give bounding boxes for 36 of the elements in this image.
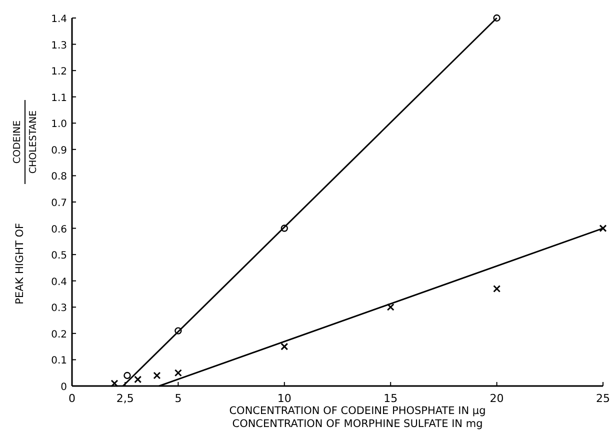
y-tick-label: 1.1 [51,92,67,104]
x-tick-label: 5 [174,392,182,405]
point [280,342,288,350]
point [493,284,501,292]
x-axis-title: CONCENTRATION OF CODEINE PHOSPHATE IN μg CONCENTRATION OF MORPHINE SULFATE IN mg [229,405,486,430]
y-tick-label: 0.3 [51,303,67,314]
point [110,380,118,388]
x-tick-label: 0 [68,392,76,405]
y-tick-label: 0.9 [51,145,67,156]
text: PEAK HIGHT OF CODEINE CHOLESTANE [12,110,39,304]
x-tick-label: 2,5 [116,392,134,405]
y-tick-label: 1.2 [51,66,67,78]
point [386,303,394,311]
x-tick-label: 20 [490,392,504,405]
y-tick-label: 0.2 [51,329,67,340]
point [153,372,161,380]
y-tick-label: 1.0 [51,119,67,130]
y-tick-label: 0 [60,382,67,393]
point [280,224,288,232]
y-tick-label: 0.7 [51,198,67,209]
point [174,327,182,334]
y-tick-label: 0.6 [51,224,67,236]
y-tick-label: 1.4 [51,14,67,25]
y-tick-label: 0.5 [51,250,67,262]
x-tick-label: 15 [384,392,398,405]
point [174,369,182,377]
point [493,14,500,22]
x-tick-label: 10 [277,392,292,405]
point [599,224,607,232]
point [124,372,131,380]
y-tick-label: 0.8 [51,172,67,183]
x-tick-label: 25 [596,392,610,405]
y-tick-label: 1.3 [51,40,67,52]
point [134,376,142,384]
y-tick-label: 0.4 [51,276,67,288]
y-tick-label: 0.1 [51,356,67,367]
